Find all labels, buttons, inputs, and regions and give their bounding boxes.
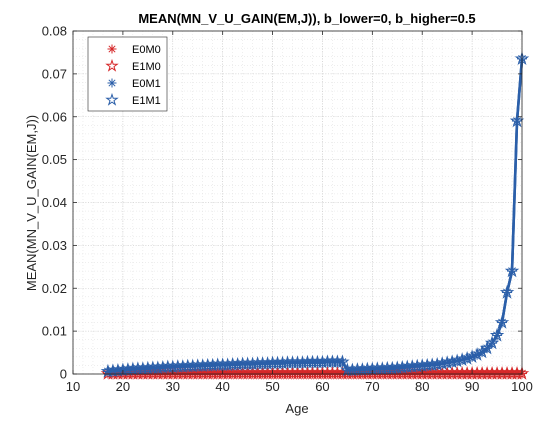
y-tick-label: 0.08 <box>42 24 67 39</box>
legend-entry: E0M0 <box>107 44 161 56</box>
data-point <box>499 284 515 299</box>
legend-label: E1M0 <box>132 61 161 73</box>
legend-box <box>87 36 168 112</box>
data-point <box>110 362 126 377</box>
y-tick-label: 0.02 <box>42 281 67 296</box>
data-point <box>395 359 410 374</box>
chart-title: MEAN(MN_V_U_GAIN(EM,J)), b_lower=0, b_hi… <box>138 11 475 26</box>
data-point <box>509 113 525 128</box>
y-tick-label: 0.03 <box>42 238 67 253</box>
y-tick-label: 0.01 <box>42 324 67 339</box>
legend-label: E0M1 <box>132 78 161 90</box>
data-point <box>469 347 485 361</box>
data-point <box>474 344 490 359</box>
data-point <box>424 357 440 372</box>
x-tick-label: 70 <box>365 379 379 394</box>
data-point <box>390 360 405 375</box>
data-point <box>439 355 455 370</box>
legend-marker <box>107 44 117 54</box>
data-point <box>444 354 460 369</box>
data-point <box>335 354 350 369</box>
data-point <box>385 360 400 375</box>
legend-entry: E0M1 <box>107 78 161 90</box>
x-tick-label: 40 <box>215 379 229 394</box>
data-point <box>514 365 530 380</box>
x-tick-label: 80 <box>415 379 429 394</box>
data-point <box>150 360 166 375</box>
data-point <box>454 352 470 367</box>
data-point <box>449 353 465 368</box>
x-tick-label: 50 <box>265 379 279 394</box>
data-point <box>400 359 415 374</box>
x-tick-label: 90 <box>465 379 479 394</box>
data-point <box>330 354 345 369</box>
series-layer <box>100 51 530 380</box>
data-point <box>509 365 525 380</box>
x-tick-label: 100 <box>511 379 533 394</box>
x-axis-label: Age <box>285 401 308 416</box>
data-point <box>429 356 445 371</box>
legend-marker <box>105 58 119 72</box>
data-point <box>120 362 136 376</box>
legend-entry: E1M1 <box>105 92 161 107</box>
data-point <box>405 359 420 373</box>
y-axis-label: MEAN(MN_V_U_GAIN(EM,J)) <box>24 115 39 291</box>
x-tick-label: 30 <box>166 379 180 394</box>
x-tick-label: 60 <box>315 379 329 394</box>
y-tick-label: 0.05 <box>42 152 67 167</box>
y-tick-label: 0.07 <box>42 66 67 81</box>
y-tick-label: 0.04 <box>42 195 67 210</box>
data-point <box>135 361 151 376</box>
data-point <box>414 358 430 373</box>
data-point <box>459 350 475 365</box>
data-point <box>504 263 520 278</box>
y-tick-labels: 0 0.01 0.02 0.03 0.04 0.05 0.06 0.07 0.08 <box>42 24 67 382</box>
data-point <box>484 335 500 350</box>
x-tick-label: 20 <box>116 379 130 394</box>
legend-label: E0M0 <box>132 44 161 56</box>
series-E1M1 <box>100 51 530 378</box>
data-point <box>419 357 435 372</box>
y-tick-label: 0.06 <box>42 109 67 124</box>
data-point <box>434 356 450 370</box>
data-point <box>464 349 480 364</box>
legend-label: E1M1 <box>132 95 161 107</box>
legend-marker <box>105 92 119 106</box>
legend-marker <box>107 78 117 88</box>
x-tick-labels: 10 20 30 40 50 60 70 80 90 100 <box>66 379 533 394</box>
legend-entries: E0M0 E1M0 E0M1 E1M1 <box>105 44 161 107</box>
data-point <box>409 358 425 373</box>
axis-ticks <box>72 30 523 375</box>
data-point <box>489 327 505 342</box>
legend-entry: E1M0 <box>105 58 161 73</box>
data-point <box>494 314 510 329</box>
y-tick-label: 0 <box>60 367 67 382</box>
legend: E0M0 E1M0 E0M1 E1M1 <box>87 36 168 112</box>
x-tick-label: 10 <box>66 379 80 394</box>
data-point <box>105 363 121 378</box>
